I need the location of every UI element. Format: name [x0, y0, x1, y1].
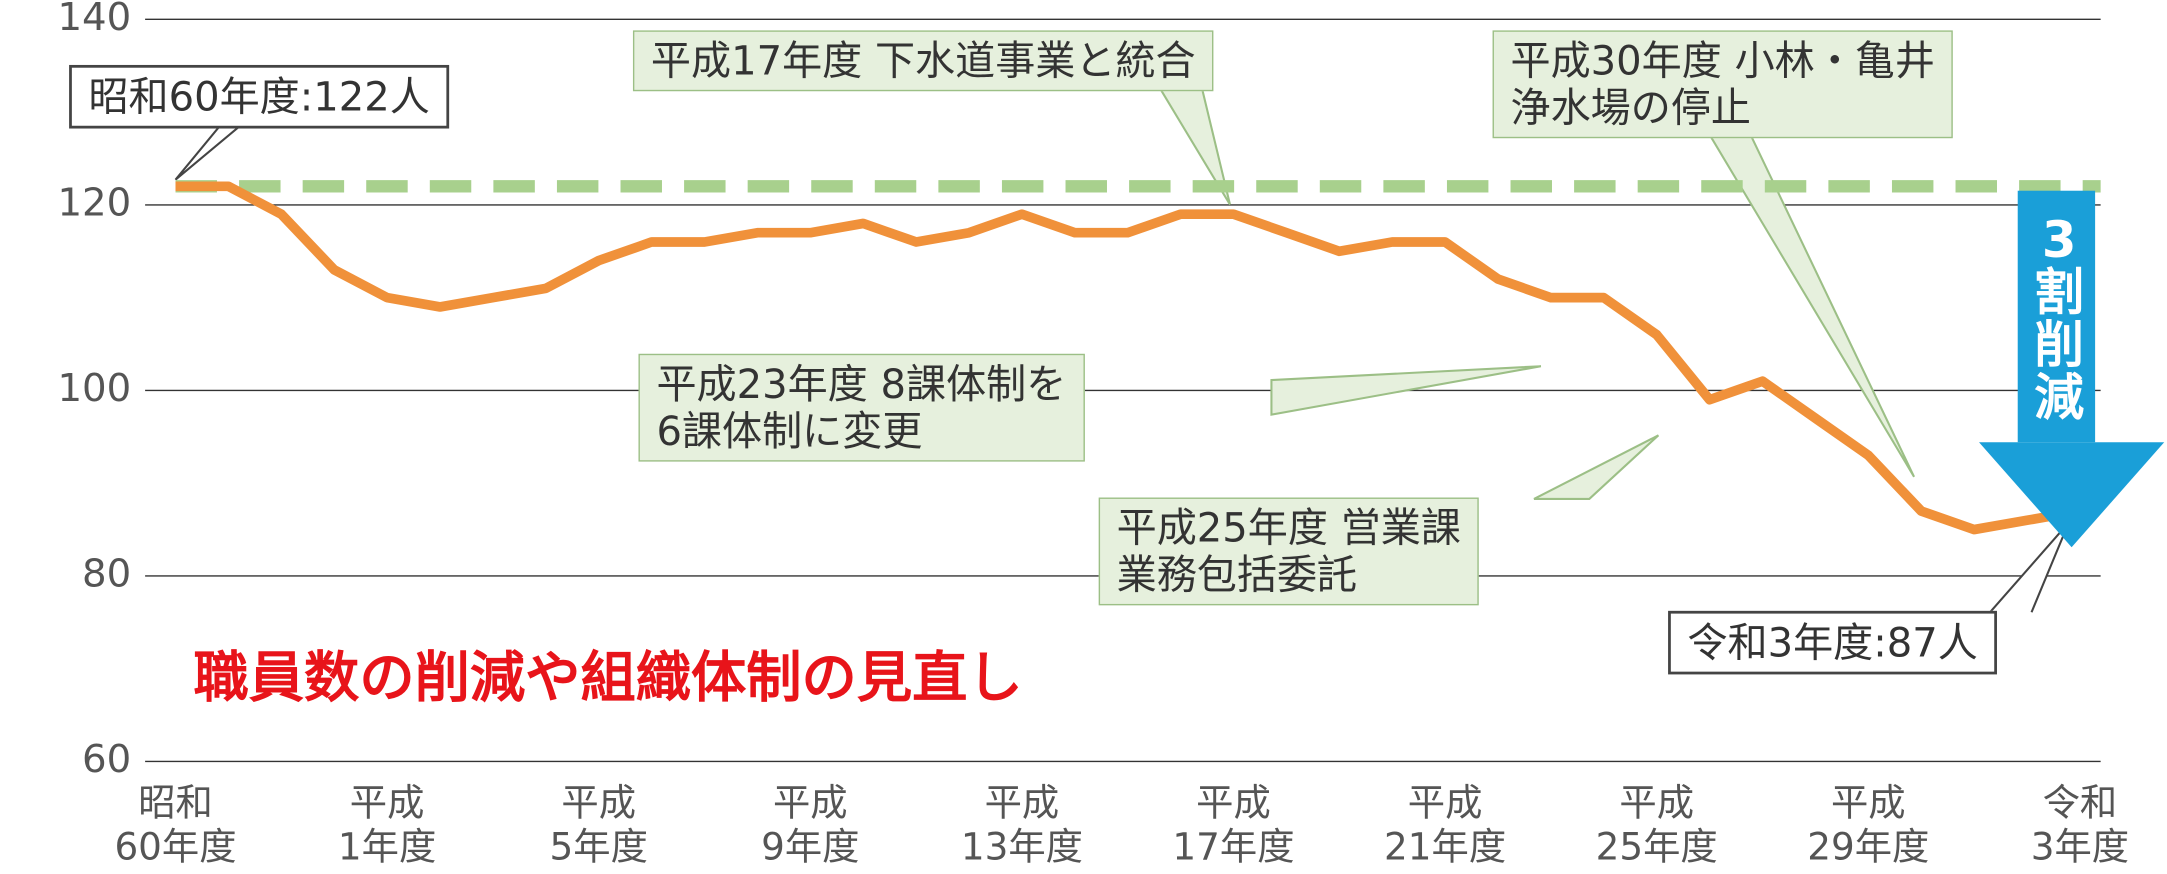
pointer — [1989, 521, 2070, 613]
x-tick-label: 平成 17年度 — [1172, 782, 1295, 870]
x-tick-label: 平成 5年度 — [549, 782, 648, 870]
annotation: 平成23年度 8課体制を 6課体制に変更 — [638, 353, 1085, 462]
arrow-head — [1979, 442, 2165, 548]
annotation: 平成25年度 営業課 業務包括委託 — [1098, 497, 1479, 606]
arrow-shaft — [2017, 190, 2096, 443]
annotation: 平成30年度 小林・亀井 浄水場の停止 — [1492, 30, 1953, 139]
x-tick-label: 平成 13年度 — [960, 782, 1083, 870]
y-tick-label: 100 — [57, 366, 131, 411]
y-tick-label: 60 — [82, 737, 131, 782]
x-tick-label: 昭和 60年度 — [114, 782, 237, 870]
pointer — [1533, 434, 1660, 500]
x-tick-label: 平成 21年度 — [1384, 782, 1507, 870]
y-tick-label: 80 — [82, 551, 131, 596]
callout-pointers — [174, 88, 2070, 613]
annotation: 平成17年度 下水道事業と統合 — [632, 30, 1214, 92]
grid: 60 80 100 120 140 — [57, 0, 2101, 782]
pointer — [1270, 365, 1542, 416]
pointer — [174, 123, 243, 181]
callout-text: 3割削減 — [2034, 212, 2085, 428]
annotation: 昭和60年度:122人 — [69, 64, 450, 129]
y-tick-label: 140 — [57, 0, 131, 40]
data-line — [175, 181, 2081, 535]
x-tick-label: 平成 29年度 — [1807, 782, 1930, 870]
x-tick-label: 平成 1年度 — [337, 782, 437, 870]
reduction-arrow — [1979, 190, 2165, 548]
annotation: 令和3年度:87人 — [1668, 610, 1998, 675]
x-tick-label: 令和 3年度 — [2030, 782, 2130, 870]
x-tick-label: 平成 9年度 — [761, 782, 860, 870]
plot — [175, 180, 2101, 535]
x-tick-label: 平成 25年度 — [1595, 782, 1718, 870]
chart-title: 職員数の削減や組織体制の見直し — [193, 646, 1023, 711]
y-tick-label: 120 — [57, 180, 131, 225]
